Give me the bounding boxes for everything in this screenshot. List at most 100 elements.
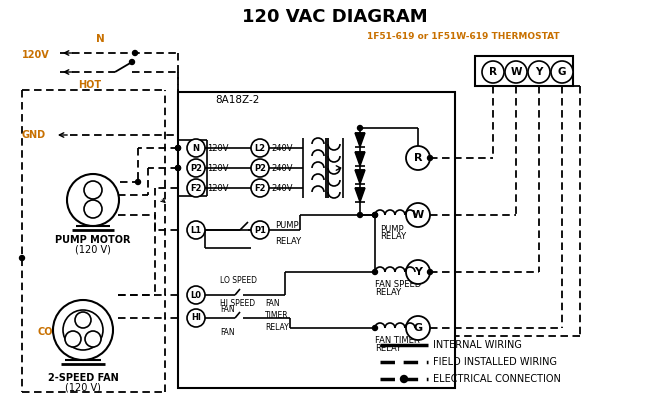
Polygon shape xyxy=(355,188,365,202)
Text: L2: L2 xyxy=(255,143,265,153)
Circle shape xyxy=(406,316,430,340)
Circle shape xyxy=(135,179,141,184)
Circle shape xyxy=(187,179,205,197)
Circle shape xyxy=(84,181,102,199)
Circle shape xyxy=(187,139,205,157)
Text: HI: HI xyxy=(88,334,98,344)
Circle shape xyxy=(65,331,81,347)
Circle shape xyxy=(129,59,135,65)
Text: 120 VAC DIAGRAM: 120 VAC DIAGRAM xyxy=(242,8,428,26)
Circle shape xyxy=(53,300,113,360)
Text: N: N xyxy=(192,143,200,153)
Text: LO: LO xyxy=(68,334,78,344)
Text: L1: L1 xyxy=(190,225,202,235)
Circle shape xyxy=(187,221,205,239)
Text: 240V: 240V xyxy=(271,184,293,192)
Text: P1: P1 xyxy=(254,225,266,235)
Circle shape xyxy=(401,375,407,383)
Text: FAN: FAN xyxy=(265,299,279,308)
Circle shape xyxy=(75,312,91,328)
Text: ELECTRICAL CONNECTION: ELECTRICAL CONNECTION xyxy=(433,374,561,384)
Text: RELAY: RELAY xyxy=(380,232,406,241)
Text: 240V: 240V xyxy=(271,163,293,173)
Text: N: N xyxy=(96,34,105,44)
Circle shape xyxy=(406,203,430,227)
Circle shape xyxy=(133,51,137,55)
Circle shape xyxy=(406,260,430,284)
Polygon shape xyxy=(355,170,365,184)
Text: FAN: FAN xyxy=(220,305,234,314)
Text: FAN SPEED: FAN SPEED xyxy=(375,280,421,289)
Text: LO SPEED: LO SPEED xyxy=(220,276,257,285)
Text: INTERNAL WIRING: INTERNAL WIRING xyxy=(433,340,522,350)
Text: R: R xyxy=(414,153,422,163)
Polygon shape xyxy=(355,133,365,147)
Text: 2-SPEED FAN: 2-SPEED FAN xyxy=(48,373,119,383)
Circle shape xyxy=(528,61,550,83)
Circle shape xyxy=(176,166,180,171)
Text: TIMER: TIMER xyxy=(265,310,289,320)
Circle shape xyxy=(251,179,269,197)
Text: R: R xyxy=(489,67,497,77)
Text: F2: F2 xyxy=(254,184,266,192)
Circle shape xyxy=(373,212,377,217)
Bar xyxy=(178,92,455,388)
Circle shape xyxy=(176,166,180,171)
Text: HOT: HOT xyxy=(78,80,102,90)
Text: RELAY: RELAY xyxy=(265,323,289,332)
Text: 240V: 240V xyxy=(271,143,293,153)
Text: PUMP: PUMP xyxy=(380,225,403,234)
Text: FIELD INSTALLED WIRING: FIELD INSTALLED WIRING xyxy=(433,357,557,367)
Text: HI: HI xyxy=(191,313,201,323)
Text: HI SPEED: HI SPEED xyxy=(220,299,255,308)
Circle shape xyxy=(406,146,430,170)
Circle shape xyxy=(187,309,205,327)
Text: 120V: 120V xyxy=(207,143,228,153)
Text: F2: F2 xyxy=(190,184,202,192)
Bar xyxy=(475,56,573,86)
Text: G: G xyxy=(557,67,566,77)
Circle shape xyxy=(427,155,433,160)
Text: L0: L0 xyxy=(190,290,202,300)
Circle shape xyxy=(373,212,377,217)
Text: Y: Y xyxy=(535,67,543,77)
Circle shape xyxy=(85,331,101,347)
Text: 120V: 120V xyxy=(22,50,50,60)
Circle shape xyxy=(63,310,103,350)
Text: (120 V): (120 V) xyxy=(65,382,101,392)
Circle shape xyxy=(505,61,527,83)
Circle shape xyxy=(251,139,269,157)
Text: (120 V): (120 V) xyxy=(75,244,111,254)
Text: P2: P2 xyxy=(254,163,266,173)
Text: 120V: 120V xyxy=(207,163,228,173)
Circle shape xyxy=(358,126,362,130)
Text: PUMP MOTOR: PUMP MOTOR xyxy=(55,235,131,245)
Text: FAN TIMER: FAN TIMER xyxy=(375,336,419,345)
Text: FAN: FAN xyxy=(220,328,234,337)
Circle shape xyxy=(187,286,205,304)
Circle shape xyxy=(84,200,102,218)
Text: PUMP: PUMP xyxy=(275,221,299,230)
Text: P2: P2 xyxy=(190,163,202,173)
Circle shape xyxy=(187,159,205,177)
Circle shape xyxy=(251,221,269,239)
Text: GND: GND xyxy=(22,130,46,140)
Text: 120V: 120V xyxy=(207,184,228,192)
Circle shape xyxy=(251,159,269,177)
Text: G: G xyxy=(413,323,423,333)
Text: W: W xyxy=(511,67,522,77)
Text: RELAY: RELAY xyxy=(375,288,401,297)
Circle shape xyxy=(373,326,377,331)
Text: COM: COM xyxy=(38,327,63,337)
Circle shape xyxy=(19,256,25,261)
Circle shape xyxy=(176,145,180,150)
Circle shape xyxy=(373,269,377,274)
Circle shape xyxy=(358,212,362,217)
Circle shape xyxy=(67,174,119,226)
Polygon shape xyxy=(355,152,365,166)
Circle shape xyxy=(176,145,180,150)
Circle shape xyxy=(482,61,504,83)
Text: 1F51-619 or 1F51W-619 THERMOSTAT: 1F51-619 or 1F51W-619 THERMOSTAT xyxy=(367,32,560,41)
Text: W: W xyxy=(412,210,424,220)
Text: Y: Y xyxy=(414,267,422,277)
